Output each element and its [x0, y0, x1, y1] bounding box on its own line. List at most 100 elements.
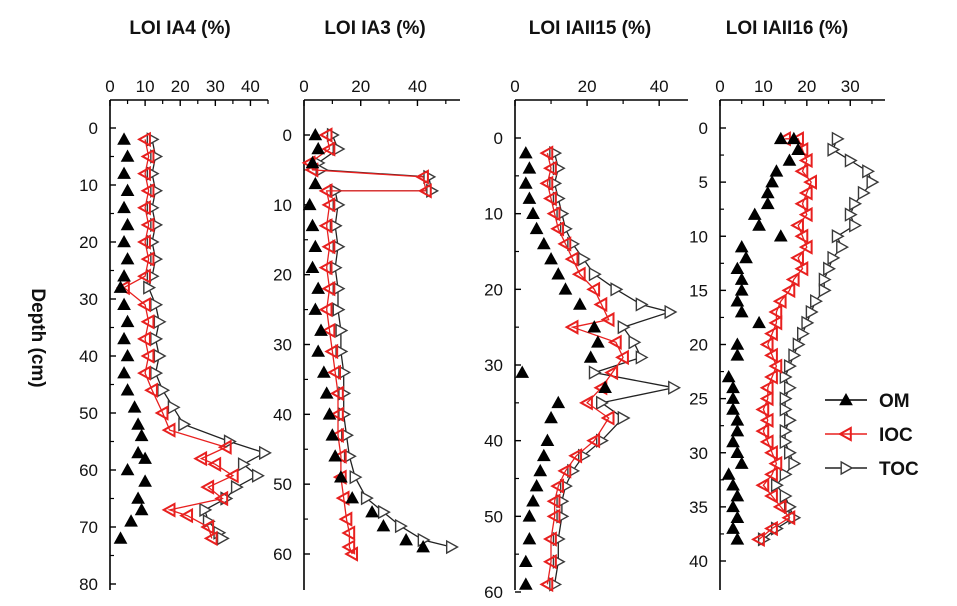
- panel-4-toc-point-20: [792, 337, 806, 352]
- panel-4-toc-point-33: [770, 478, 784, 493]
- legend: OM IOC TOC: [825, 391, 919, 480]
- panel-4-ioc-point-15: [785, 271, 800, 288]
- panel-3-x-tick-label-1: 0: [510, 77, 519, 96]
- panel-4-om-point-3: [791, 142, 806, 155]
- panel-1-ioc-point-20: [193, 450, 208, 467]
- panel-2-ioc-point-15: [324, 343, 339, 360]
- panel-2-toc-point-11: [329, 260, 343, 275]
- panel-2-ioc-point-8: [321, 197, 336, 213]
- panel-1-y-tick-label-8: 70: [79, 518, 98, 537]
- panel-2-toc-point-26: [445, 539, 459, 555]
- legend-toc-label: TOC: [879, 459, 919, 480]
- panel-4-ioc-point-23: [768, 358, 783, 374]
- panel-2-ioc-point-2: [321, 141, 336, 157]
- panel-3-toc-point-16: [588, 365, 602, 380]
- panel-4-om-point-10: [752, 218, 766, 231]
- panel-4-ioc-point-12: [798, 239, 813, 255]
- panel-4-y-tick-label-7: 30: [689, 444, 708, 463]
- panel-2-y-tick-label-7: 60: [273, 545, 292, 564]
- panel-4-om-point-15: [734, 272, 749, 285]
- panel-1-ioc-point-24: [214, 490, 229, 507]
- legend-toc-marker: [840, 460, 854, 476]
- panel-1-om-point-21: [138, 451, 152, 464]
- panel-4-ioc-point-20: [764, 325, 778, 342]
- panel-3-om-point-21: [533, 463, 548, 477]
- panel-4-toc-point-29: [779, 434, 793, 450]
- legend-om-marker: [839, 392, 853, 406]
- panel-1-x-tick-label-5: 40: [241, 77, 260, 96]
- panel-1-om-point-11: [117, 297, 131, 310]
- panel-4-ioc-point-34: [755, 477, 770, 493]
- panel-3-ioc-point-15: [615, 349, 629, 366]
- panel-4-toc-point-2: [827, 142, 841, 157]
- panel-4-ioc-point-29: [755, 423, 770, 439]
- panel-3-y-tick-label-4: 30: [484, 356, 503, 375]
- panel-3-ioc-point-24: [546, 493, 561, 509]
- panel-1-ioc-point-23: [200, 479, 215, 495]
- panel-3-ioc-point-8: [564, 251, 579, 267]
- panel-1-om-point-12: [120, 314, 135, 328]
- panel-4-toc-point-6: [857, 185, 871, 201]
- panel-4-om-point-19: [752, 315, 766, 329]
- panel-1-toc-point-20: [258, 445, 272, 461]
- panel-4-om-point-29: [730, 445, 745, 459]
- panel-3-ioc-point-20: [586, 432, 601, 449]
- panel-2-om-point-3: [305, 155, 320, 169]
- panel-1-y-tick-label-6: 50: [79, 404, 98, 423]
- panel-2-series-om: [302, 127, 430, 553]
- panel-4-om-point-12: [734, 240, 749, 253]
- panel-3-toc-point-19: [617, 410, 631, 426]
- panel-4-y-tick-label-6: 25: [689, 390, 708, 409]
- panel-3-ioc-point-21: [568, 448, 583, 464]
- panel-4-ioc-point-33: [764, 466, 778, 483]
- panel-1-om-point-18: [131, 417, 145, 430]
- panel-4-ioc-point-28: [759, 412, 774, 428]
- panel-4-ioc-point-32: [768, 455, 783, 472]
- panel-2-ioc-line: [308, 134, 427, 555]
- panel-4-ioc-point-26: [759, 390, 774, 407]
- panel-1-om-point-4: [120, 183, 135, 196]
- panel-2-y-tick-label-5: 40: [273, 405, 292, 424]
- panel-1-series-ioc: [115, 131, 239, 547]
- panel-3-ioc-point-3: [539, 175, 554, 192]
- panel-2-x-tick-label-1: 0: [299, 77, 308, 96]
- panel-4-om-point-4: [782, 153, 797, 166]
- panel-3-om-point-19: [540, 433, 555, 446]
- panel-1-toc-line: [147, 139, 267, 539]
- legend-ioc-marker: [837, 426, 852, 442]
- panel-2-toc-point-6: [426, 183, 440, 199]
- panel-1-series-toc: [143, 132, 272, 546]
- panel-1-ioc-point-13: [137, 331, 151, 347]
- panel-3-om-point-1: [518, 146, 533, 159]
- panel-1-om-point-24: [131, 491, 145, 504]
- panel-2-om-point-22: [399, 533, 413, 546]
- panel-4-ioc-point-5: [794, 163, 809, 179]
- panel-4-ioc-point-24: [764, 369, 778, 385]
- panel-1-om-point-1: [117, 132, 131, 145]
- panel-4-toc-point-12: [827, 250, 841, 266]
- panel-2-om-point-8: [305, 260, 320, 273]
- panel-4-series-toc: [757, 131, 880, 547]
- panel-4-toc-point-14: [818, 272, 832, 287]
- panel-3-om-point-4: [522, 191, 537, 204]
- panel-2-toc-point-1: [326, 127, 340, 143]
- panel-3-y-tick-label-3: 20: [484, 280, 503, 299]
- panel-4-om-point-35: [730, 510, 745, 523]
- panel-4-ioc-point-22: [764, 347, 778, 364]
- panel-4-toc-point-4: [862, 164, 876, 179]
- panel-2-toc-point-19: [341, 428, 354, 443]
- panel-3-toc-point-11: [635, 297, 649, 312]
- panel-2-ioc-point-17: [329, 385, 344, 402]
- panel-4-toc-point-11: [836, 239, 850, 255]
- panel-4-toc-point-18: [801, 315, 815, 331]
- panel-3-ioc-point-9: [571, 266, 586, 282]
- panel-1-x-tick-label-4: 30: [206, 77, 225, 96]
- panel-3-ioc-point-11: [593, 296, 608, 313]
- panel-4-toc-point-25: [779, 391, 793, 406]
- panel-3-om-point-3: [518, 176, 533, 189]
- panel-1-y-tick-label-9: 80: [79, 575, 98, 594]
- panel-4-ioc-point-21: [759, 336, 774, 353]
- panel-4: LOI IAII16 (%) 0 10 20 30 0 5 10 15 20 25 30 35 40: [689, 18, 885, 590]
- panel-1-om-point-27: [113, 531, 128, 544]
